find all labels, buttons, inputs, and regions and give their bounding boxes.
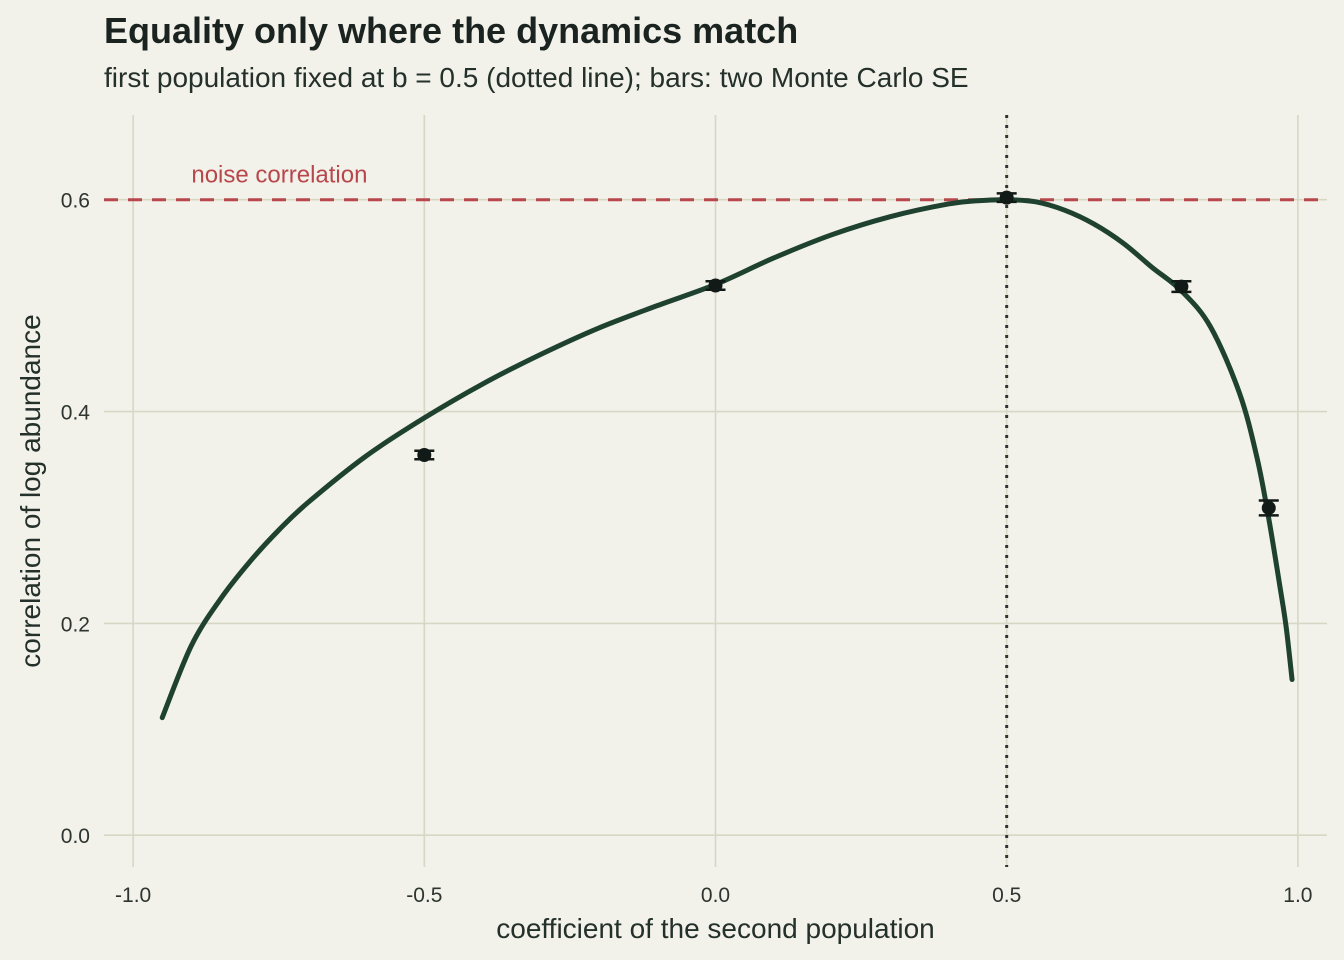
y-tick-label: 0.6 bbox=[61, 190, 90, 213]
x-tick-label: 1.0 bbox=[1283, 884, 1312, 907]
monte-carlo-point bbox=[708, 278, 723, 293]
x-tick-label: -1.0 bbox=[115, 884, 151, 907]
reference-lines bbox=[104, 115, 1327, 867]
grid bbox=[104, 115, 1327, 867]
monte-carlo-point bbox=[417, 447, 432, 462]
monte-carlo-point bbox=[999, 190, 1014, 205]
labels-layer: -1.0 -0.5 0.0 0.5 1.0 0.0 0.2 0.4 0.6 coefficient… bbox=[15, 162, 1312, 944]
x-tick-label: 0.5 bbox=[992, 884, 1021, 907]
y-axis-title: correlation of log abundance bbox=[15, 314, 46, 667]
y-tick-label: 0.4 bbox=[61, 402, 91, 425]
theory-curve bbox=[159, 197, 1295, 721]
noise-correlation-label: noise correlation bbox=[191, 162, 367, 189]
y-tick-label: 0.2 bbox=[61, 613, 90, 636]
points-layer bbox=[414, 190, 1279, 517]
x-axis-title: coefficient of the second population bbox=[496, 913, 934, 944]
chart-subtitle: first population fixed at b = 0.5 (dotte… bbox=[104, 62, 969, 93]
monte-carlo-point bbox=[1174, 279, 1189, 294]
monte-carlo-point bbox=[1261, 500, 1276, 515]
chart-title: Equality only where the dynamics match bbox=[104, 10, 799, 51]
y-tick-label: 0.0 bbox=[61, 825, 90, 848]
x-tick-label: 0.0 bbox=[701, 884, 730, 907]
curve-layer bbox=[159, 197, 1295, 721]
x-tick-label: -0.5 bbox=[406, 884, 442, 907]
